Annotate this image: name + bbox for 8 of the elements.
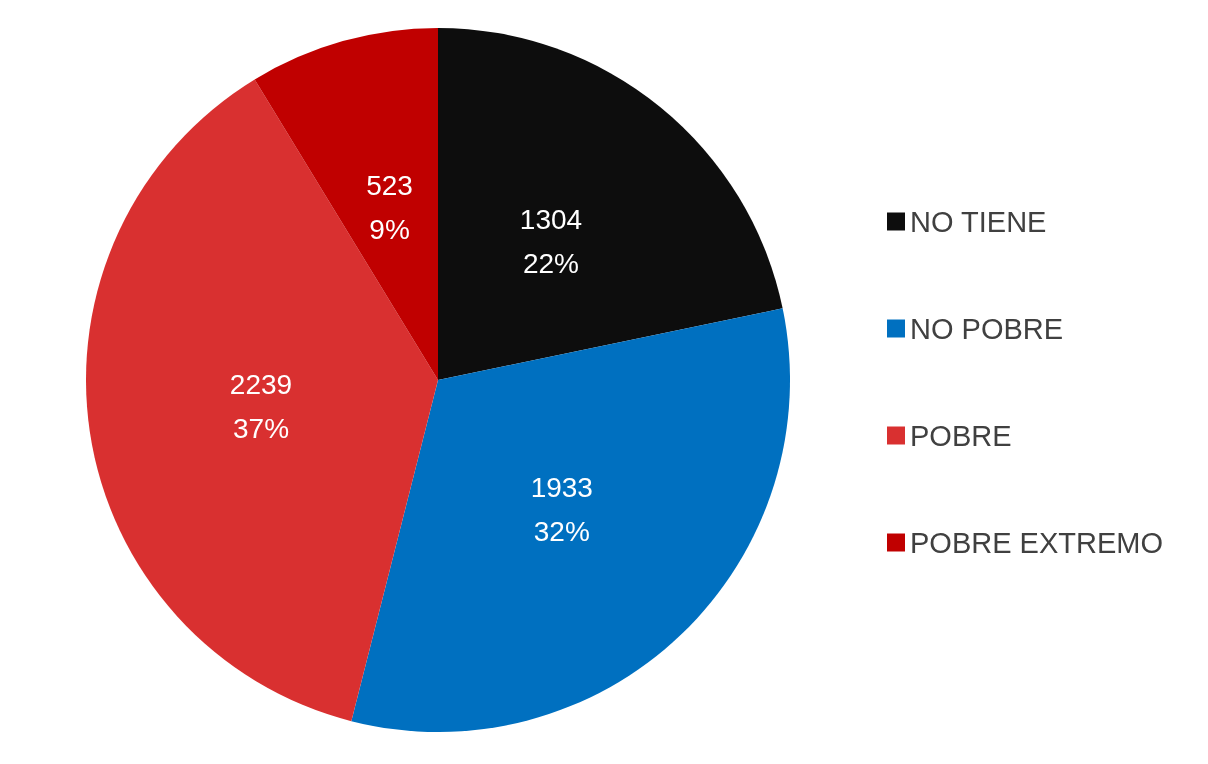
data-label: 2239 37% — [229, 369, 293, 445]
legend-label: POBRE — [910, 419, 1012, 452]
legend-label: NO TIENE — [910, 205, 1047, 238]
data-label: 523 9% — [366, 170, 413, 246]
legend-label: POBRE EXTREMO — [910, 526, 1164, 559]
data-label: 1933 32% — [530, 471, 593, 547]
legend-label: NO POBRE — [910, 312, 1064, 345]
data-label: 1304 22% — [519, 203, 583, 279]
